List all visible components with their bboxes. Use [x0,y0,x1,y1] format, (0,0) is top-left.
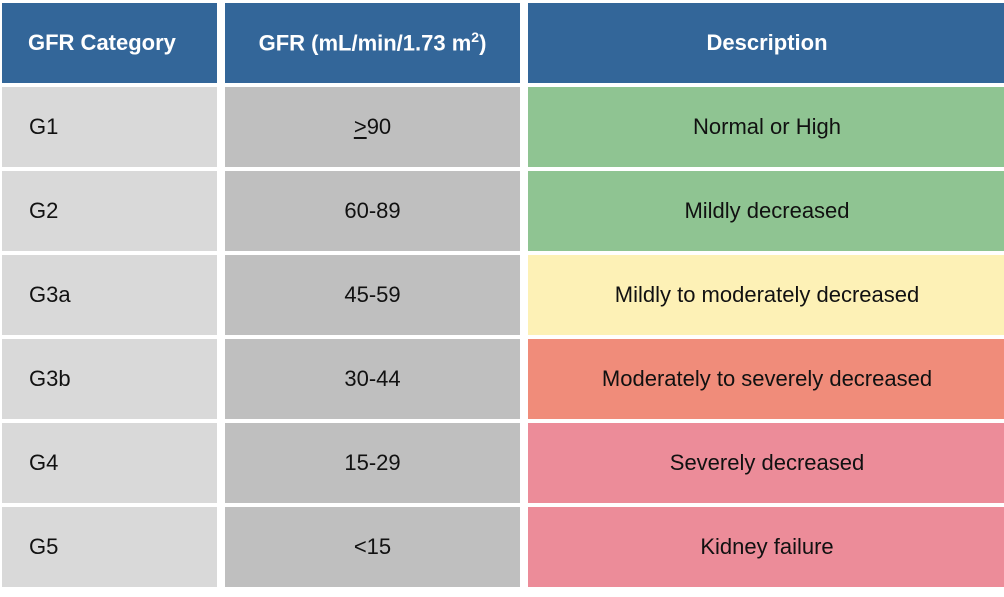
row-gfr: 45-59 [225,255,520,335]
header-description-label: Description [706,30,828,55]
gfr-value: 30-44 [344,366,401,391]
description-label: Moderately to severely decreased [601,366,933,391]
row-category: G4 [2,423,217,503]
row-gfr: 60-89 [225,171,520,251]
category-label: G3b [29,366,71,391]
description-label: Severely decreased [669,450,865,475]
row-description: Kidney failure [528,507,1004,587]
row-description: Mildly to moderately decreased [528,255,1004,335]
row-gfr: >90 [225,87,520,167]
category-label: G1 [29,114,59,139]
header-gfr-category-label: GFR Category [28,30,176,55]
header-gfr-value: GFR (mL/min/1.73 m2) [225,3,520,83]
row-gfr: <15 [225,507,520,587]
row-gfr: 15-29 [225,423,520,503]
header-gfr-suffix: ) [479,30,487,56]
gfr-value: 15-29 [344,450,401,475]
row-category: G3b [2,339,217,419]
gfr-value: 60-89 [344,198,401,223]
row-gfr: 30-44 [225,339,520,419]
category-label: G4 [29,450,59,475]
header-gfr-prefix: GFR (mL/min/1.73 m [258,30,472,56]
gfr-symbol: > [353,114,367,139]
gfr-value: <15 [353,534,392,559]
header-gfr-value-label: GFR (mL/min/1.73 m2) [259,29,487,56]
description-label: Normal or High [693,114,841,139]
header-gfr-sup: 2 [471,29,480,46]
category-label: G2 [29,198,59,223]
row-category: G2 [2,171,217,251]
description-label: Kidney failure [700,534,834,559]
description-label: Mildly to moderately decreased [614,282,920,307]
row-description: Severely decreased [528,423,1004,503]
header-description: Description [528,3,1004,83]
row-description: Mildly decreased [528,171,1004,251]
row-description: Normal or High [528,87,1004,167]
row-category: G1 [2,87,217,167]
description-label: Mildly decreased [684,198,850,223]
category-label: G5 [29,534,59,559]
row-category: G5 [2,507,217,587]
category-label: G3a [29,282,71,307]
gfr-value: 45-59 [344,282,401,307]
header-gfr-category: GFR Category [2,3,217,83]
row-category: G3a [2,255,217,335]
row-description: Moderately to severely decreased [528,339,1004,419]
gfr-value: 90 [366,114,392,139]
